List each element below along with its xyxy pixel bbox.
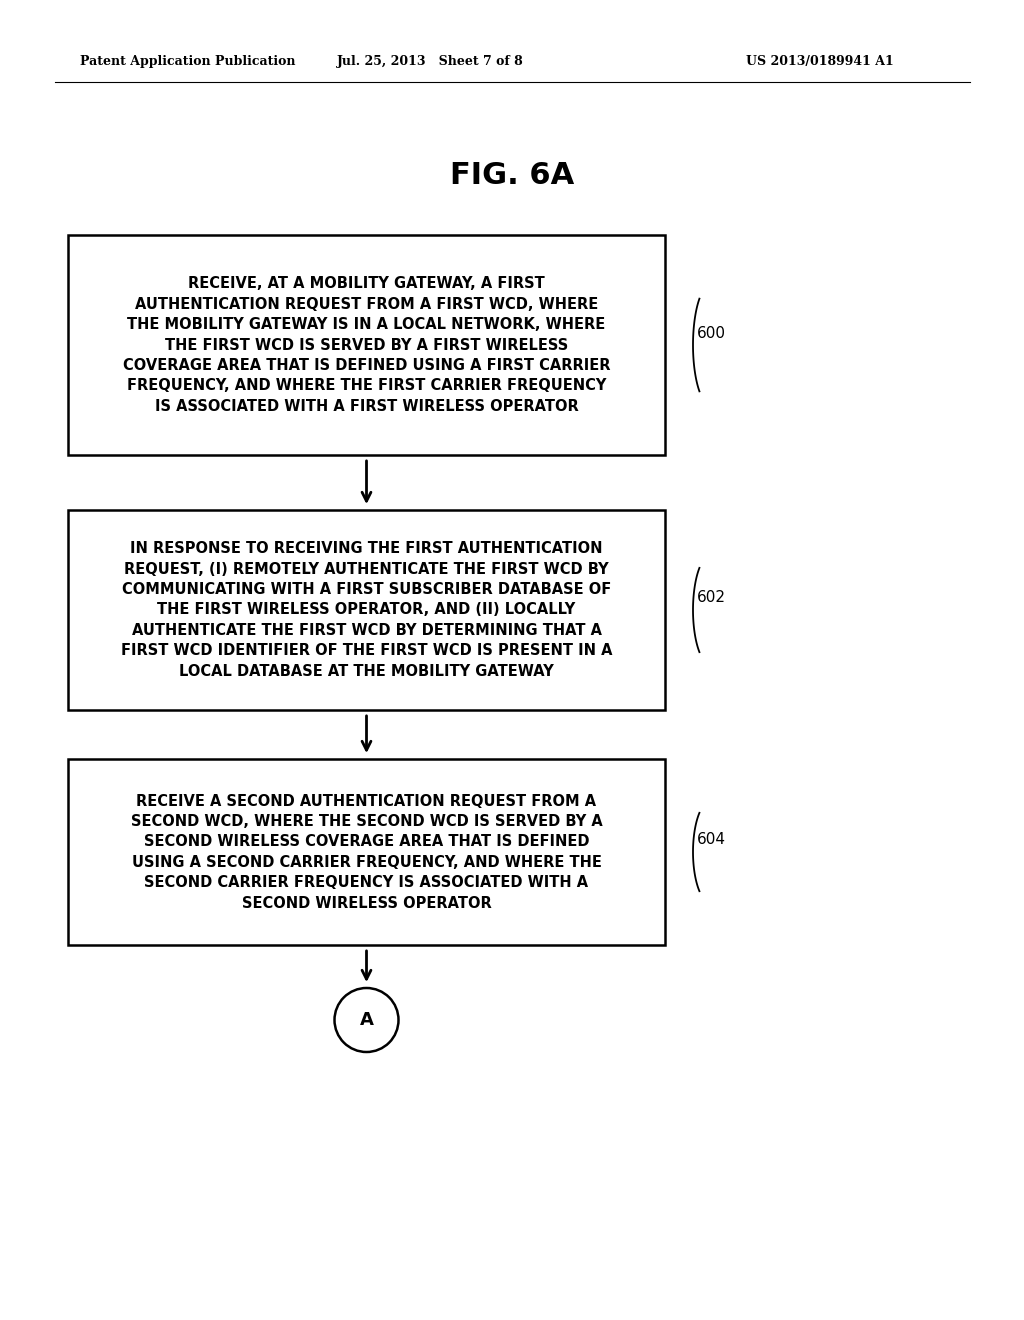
Text: FIG. 6A: FIG. 6A	[450, 161, 574, 190]
Text: Jul. 25, 2013   Sheet 7 of 8: Jul. 25, 2013 Sheet 7 of 8	[337, 55, 523, 69]
Text: IN RESPONSE TO RECEIVING THE FIRST AUTHENTICATION
REQUEST, (I) REMOTELY AUTHENTI: IN RESPONSE TO RECEIVING THE FIRST AUTHE…	[121, 541, 612, 678]
Text: 600: 600	[697, 326, 726, 341]
Text: US 2013/0189941 A1: US 2013/0189941 A1	[746, 55, 894, 69]
Circle shape	[335, 987, 398, 1052]
Text: 604: 604	[697, 833, 726, 847]
Bar	[68, 510, 665, 710]
Bar	[68, 759, 665, 945]
Text: A: A	[359, 1011, 374, 1030]
Text: Patent Application Publication: Patent Application Publication	[80, 55, 296, 69]
Bar	[68, 235, 665, 455]
Text: RECEIVE, AT A MOBILITY GATEWAY, A FIRST
AUTHENTICATION REQUEST FROM A FIRST WCD,: RECEIVE, AT A MOBILITY GATEWAY, A FIRST …	[123, 276, 610, 413]
Text: 602: 602	[697, 590, 726, 606]
Text: RECEIVE A SECOND AUTHENTICATION REQUEST FROM A
SECOND WCD, WHERE THE SECOND WCD : RECEIVE A SECOND AUTHENTICATION REQUEST …	[131, 793, 602, 911]
